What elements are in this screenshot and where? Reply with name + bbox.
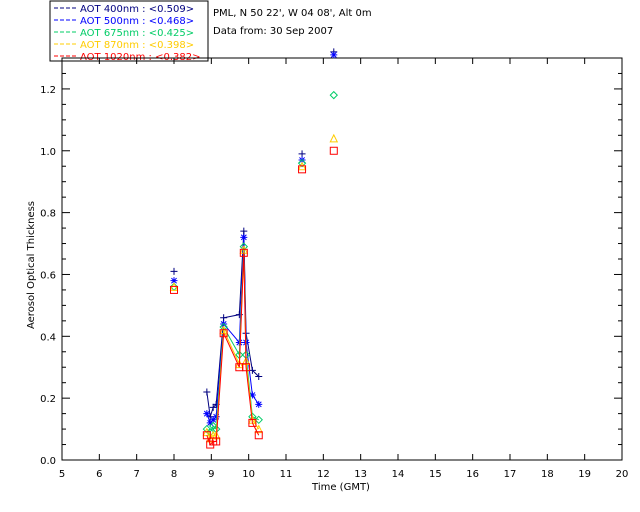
x-tick-label: 16 (466, 469, 479, 480)
data-point-asterisk (170, 277, 178, 285)
data-point-triangle (254, 424, 264, 434)
data-point-triangle (329, 133, 339, 143)
data-point-plus (203, 388, 211, 396)
legend-box (49, 0, 209, 62)
y-tick-label: 0.4 (40, 332, 56, 343)
x-tick-label: 20 (616, 469, 629, 480)
legend-entry: AOT 500nm : <0.468> (80, 16, 194, 27)
y-axis-label: Aerosol Optical Thickness (26, 201, 37, 329)
data-point-diamond (254, 415, 263, 425)
x-tick-label: 6 (96, 469, 102, 480)
data-point-plus (170, 267, 178, 275)
y-tick-label: 0.0 (40, 456, 56, 467)
series-2 (169, 90, 338, 437)
data-point-asterisk (248, 391, 256, 399)
series-4 (170, 146, 338, 449)
data-point-diamond (297, 158, 307, 168)
data-point-square (239, 248, 248, 257)
data-point-square (254, 431, 263, 440)
x-tick-label: 7 (133, 469, 139, 480)
x-tick-label: 15 (429, 469, 442, 480)
data-point-plus (209, 403, 217, 411)
data-point-asterisk (330, 51, 338, 59)
data-point-plus (240, 227, 248, 235)
legend: AOT 400nm : <0.509>AOT 500nm : <0.468>AO… (49, 0, 209, 63)
data-point-asterisk (235, 338, 243, 346)
x-tick-label: 19 (578, 469, 591, 480)
y-tick-label: 1.2 (40, 85, 56, 96)
data-point-square (212, 437, 221, 446)
series-layer (169, 48, 339, 449)
data-point-square (202, 431, 211, 440)
y-tick-label: 0.2 (40, 394, 56, 405)
x-tick-label: 9 (208, 469, 214, 480)
x-tick-label: 13 (354, 469, 367, 480)
x-tick-label: 5 (59, 469, 65, 480)
plot-axes: 5 6 7 8 9 10 11 12 13 14 15 16 17 18 19 20 0.0 0.2 0.4 0.6 0… (40, 57, 629, 480)
data-point-square (242, 363, 251, 372)
y-tick-label: 0.6 (40, 270, 56, 281)
legend-entry: AOT 400nm : <0.509> (80, 4, 194, 15)
plot-frame (61, 57, 623, 461)
data-point-square (248, 418, 257, 427)
data-point-square (329, 146, 338, 155)
series-line (206, 252, 260, 446)
legend-entry: AOT 870nm : <0.398> (80, 40, 194, 51)
data-point-asterisk (255, 400, 263, 408)
data-point-asterisk (240, 233, 248, 241)
legend-entry: AOT 675nm : <0.425> (80, 28, 194, 39)
data-point-asterisk (212, 413, 220, 421)
x-tick-label: 8 (171, 469, 177, 480)
series-line (206, 231, 260, 417)
series-3 (169, 133, 339, 443)
x-axis-label: Time (GMT) (311, 482, 370, 493)
date-label: Data from: 30 Sep 2007 (213, 26, 333, 37)
data-point-asterisk (209, 416, 217, 424)
data-point-plus (248, 366, 256, 374)
data-point-asterisk (203, 410, 211, 418)
x-tick-label: 14 (392, 469, 405, 480)
site-label: PML, N 50 22', W 04 08', Alt 0m (213, 8, 372, 19)
data-point-plus (298, 150, 306, 158)
data-point-square (298, 165, 307, 174)
y-tick-label: 1.0 (40, 147, 56, 158)
data-point-plus (255, 373, 263, 381)
data-point-plus (220, 314, 228, 322)
data-point-square (170, 285, 178, 294)
x-tick-label: 18 (541, 469, 554, 480)
data-point-diamond (329, 90, 338, 100)
y-tick-label: 0.8 (40, 209, 56, 220)
data-point-asterisk (206, 419, 214, 427)
series-0 (170, 48, 338, 421)
x-tick-label: 17 (504, 469, 517, 480)
x-tick-label: 12 (317, 469, 330, 480)
data-point-square (219, 329, 228, 338)
x-tick-label: 11 (280, 469, 293, 480)
x-tick-label: 10 (242, 469, 255, 480)
